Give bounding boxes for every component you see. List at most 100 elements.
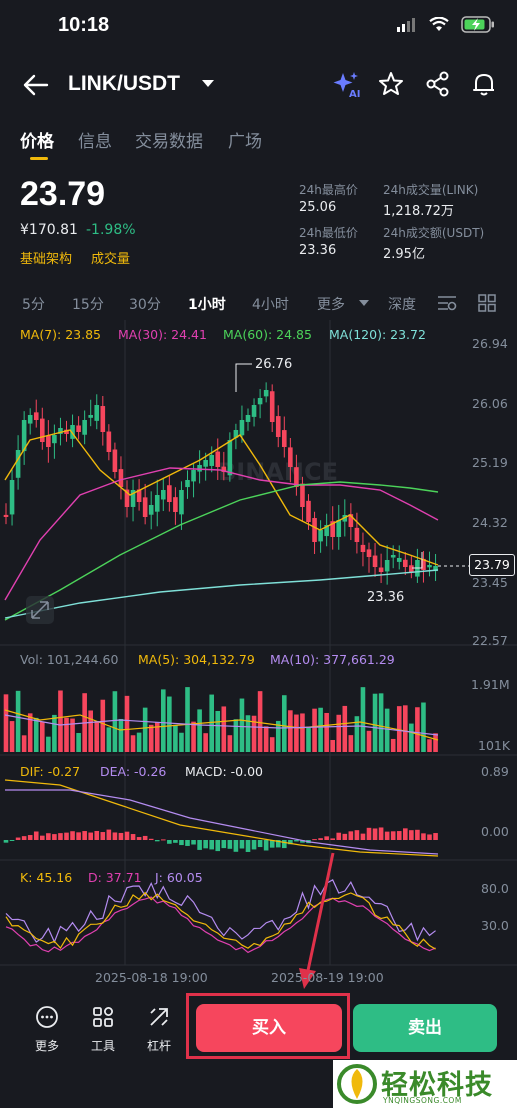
candle-body bbox=[257, 398, 263, 405]
buy-button[interactable]: 买入 bbox=[196, 1004, 342, 1052]
expand-icon[interactable] bbox=[26, 596, 54, 624]
leverage-icon bbox=[150, 1008, 168, 1026]
volume-bar bbox=[167, 696, 172, 752]
macd-bar bbox=[318, 838, 323, 840]
volume-bar bbox=[372, 693, 378, 752]
macd-bar bbox=[82, 831, 87, 840]
candle-body bbox=[100, 406, 106, 432]
macd-bar bbox=[227, 840, 233, 849]
ai-sparkle-icon[interactable]: AI bbox=[333, 70, 361, 98]
tag-volume[interactable]: 成交量 bbox=[91, 252, 131, 267]
volume-bar bbox=[239, 698, 245, 752]
kdj-j-line bbox=[5, 879, 436, 944]
tab-info[interactable]: 信息 bbox=[78, 132, 112, 152]
macd-bar bbox=[288, 840, 293, 845]
candle-body bbox=[233, 430, 239, 438]
interval-5m[interactable]: 5分 bbox=[22, 297, 45, 313]
candle-body bbox=[130, 490, 136, 507]
bell-icon[interactable] bbox=[470, 70, 498, 98]
interval-1h[interactable]: 1小时 bbox=[188, 297, 226, 313]
macd-bar bbox=[282, 840, 287, 849]
candle-body bbox=[154, 495, 160, 512]
volume-bar bbox=[269, 737, 275, 752]
macd-bar bbox=[173, 840, 178, 843]
candle-body bbox=[427, 565, 432, 568]
volume-bar bbox=[300, 713, 305, 752]
volume-bar bbox=[360, 687, 366, 752]
candle-body bbox=[354, 527, 360, 542]
leverage-button[interactable]: 杠杆 bbox=[139, 1005, 179, 1054]
tab-square[interactable]: 广场 bbox=[228, 132, 262, 152]
volume-bar bbox=[366, 730, 372, 752]
interval-30m[interactable]: 30分 bbox=[129, 297, 161, 313]
ma-line bbox=[4, 467, 439, 601]
volume-bar bbox=[52, 714, 57, 752]
kline-chart[interactable]: BINANCE 26.76 23.36 bbox=[0, 320, 517, 990]
candle-body bbox=[312, 518, 317, 542]
macd-bar bbox=[330, 838, 335, 840]
tools-button[interactable]: 工具 bbox=[83, 1005, 123, 1054]
interval-depth[interactable]: 深度 bbox=[388, 297, 416, 313]
ma7-legend: MA(7): 23.85 bbox=[20, 327, 102, 342]
pair-title[interactable]: LINK/USDT bbox=[68, 72, 180, 95]
candle-body bbox=[300, 483, 305, 507]
tab-trading-data[interactable]: 交易数据 bbox=[135, 132, 203, 152]
volume-bar bbox=[342, 705, 348, 752]
volume-axis-top: 1.91M bbox=[471, 677, 510, 692]
macd-bar bbox=[46, 833, 51, 840]
star-icon[interactable] bbox=[377, 70, 405, 98]
macd-bar bbox=[52, 834, 57, 840]
back-arrow-icon[interactable] bbox=[22, 72, 50, 98]
volume-bar bbox=[263, 726, 269, 752]
tag-infrastructure[interactable]: 基础架构 bbox=[20, 252, 73, 267]
high-label: 24h最高价 bbox=[299, 183, 358, 197]
interval-more[interactable]: 更多 bbox=[317, 297, 345, 313]
volume-ma5-legend: MA(5): 304,132.79 bbox=[138, 652, 255, 667]
volume-bar bbox=[221, 706, 227, 752]
macd-bar bbox=[312, 839, 317, 841]
interval-4h[interactable]: 4小时 bbox=[252, 297, 289, 313]
candle-body bbox=[396, 558, 402, 562]
volume-bar bbox=[21, 735, 27, 752]
macd-bar bbox=[396, 831, 402, 840]
candlesticks bbox=[3, 382, 438, 585]
macd-bar bbox=[421, 833, 426, 840]
indicator-settings-icon[interactable] bbox=[437, 294, 457, 312]
volume-bar bbox=[88, 710, 93, 752]
chevron-down-icon[interactable] bbox=[359, 300, 369, 306]
macd-bar bbox=[100, 832, 106, 840]
macd-bar bbox=[70, 831, 75, 840]
tab-price[interactable]: 价格 bbox=[20, 132, 54, 152]
candle-body bbox=[161, 490, 166, 500]
volume-bar bbox=[112, 691, 118, 752]
macd-bar bbox=[15, 837, 21, 840]
svg-text:AI: AI bbox=[349, 89, 360, 98]
macd-bar bbox=[360, 833, 366, 840]
candle-body bbox=[372, 555, 378, 567]
candle-body bbox=[318, 530, 323, 542]
share-icon[interactable] bbox=[424, 70, 452, 98]
more-dots-icon bbox=[36, 1006, 58, 1028]
candle-body bbox=[239, 420, 245, 436]
moving-average-lines bbox=[4, 429, 439, 621]
macd-bar bbox=[191, 840, 196, 845]
kdj-j-legend: J: 60.05 bbox=[155, 870, 203, 885]
volume-bar bbox=[306, 726, 311, 752]
volume-bar bbox=[324, 712, 329, 752]
layout-grid-icon[interactable] bbox=[478, 294, 496, 312]
macd-bar bbox=[142, 835, 148, 840]
macd-bar bbox=[124, 831, 130, 840]
candle-body bbox=[76, 425, 81, 432]
more-button[interactable]: 更多 bbox=[27, 1005, 67, 1054]
chevron-down-icon[interactable] bbox=[202, 80, 214, 87]
candle-body bbox=[94, 405, 100, 421]
candle-body bbox=[52, 435, 57, 444]
volume-bar bbox=[58, 690, 63, 752]
candle-body bbox=[330, 521, 335, 537]
volume-bar bbox=[203, 733, 208, 752]
macd-bar bbox=[415, 829, 420, 840]
interval-15m[interactable]: 15分 bbox=[72, 297, 104, 313]
sell-button[interactable]: 卖出 bbox=[353, 1004, 497, 1052]
time-axis-label: 2025-08-18 19:00 bbox=[95, 970, 208, 985]
candle-body bbox=[173, 497, 178, 512]
